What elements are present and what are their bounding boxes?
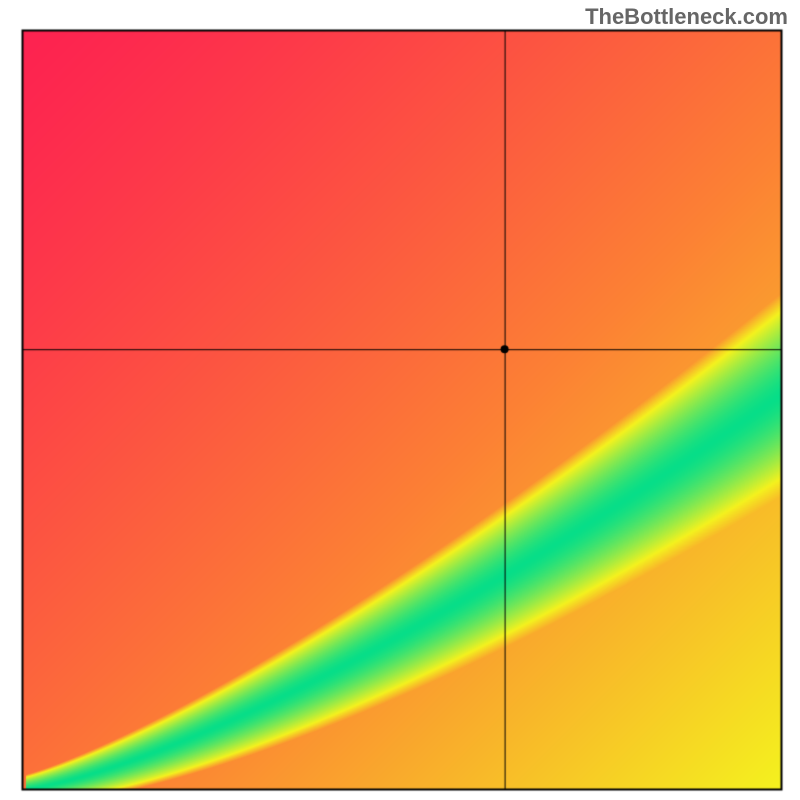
watermark-text: TheBottleneck.com <box>585 4 788 30</box>
chart-container: TheBottleneck.com <box>0 0 800 800</box>
bottleneck-heatmap <box>0 0 800 800</box>
